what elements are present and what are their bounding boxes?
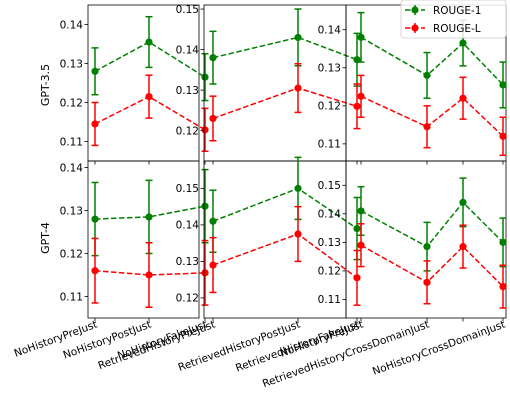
y-tick-label: 0.15 <box>176 4 199 16</box>
y-tick-label: 0.12 <box>176 293 199 305</box>
panel-frame <box>87 4 200 162</box>
data-point-rouge-1 <box>294 184 302 192</box>
data-point-rouge-1 <box>499 238 507 246</box>
row-label-gpt4: GPT-4 <box>39 222 52 254</box>
y-tick-label: 0.13 <box>318 63 341 75</box>
panel-4: 0.15 0.14 0.13 0.12 <box>176 156 361 322</box>
data-point-rouge-l <box>423 278 431 286</box>
panel-2: 0.14 0.13 0.12 0.11 <box>318 4 507 165</box>
data-point-rouge-l <box>91 120 99 128</box>
data-point-rouge-l <box>459 94 467 102</box>
data-point-rouge-1 <box>459 39 467 47</box>
data-point-rouge-1 <box>145 38 153 46</box>
data-point-rouge-l <box>423 123 431 131</box>
y-tick-label: 0.13 <box>176 256 199 268</box>
y-tick-label: 0.13 <box>60 205 83 217</box>
legend-box <box>400 0 507 39</box>
data-point-rouge-1 <box>91 215 99 223</box>
data-point-rouge-l <box>201 269 209 277</box>
y-tick-label: 0.11 <box>318 139 341 151</box>
data-point-rouge-1 <box>357 33 365 41</box>
series-line-rouge-1 <box>94 205 206 220</box>
data-point-rouge-l <box>357 92 365 100</box>
data-point-rouge-l <box>459 243 467 251</box>
legend-label-rouge-l: ROUGE-L <box>433 23 481 35</box>
y-tick-label: 0.13 <box>318 237 341 249</box>
data-point-rouge-1 <box>499 81 507 89</box>
series-line-rouge-l <box>360 95 504 137</box>
data-point-rouge-1 <box>357 207 365 215</box>
data-point-rouge-l <box>209 114 217 123</box>
y-tick-label: 0.12 <box>60 97 83 109</box>
y-tick-label: 0.11 <box>60 291 83 303</box>
legend-marker <box>411 24 419 32</box>
legend-label-rouge-1: ROUGE-1 <box>433 5 482 17</box>
series-line-rouge-1 <box>360 201 504 248</box>
series-line-rouge-l <box>360 244 504 288</box>
data-point-rouge-1 <box>145 213 153 221</box>
y-tick-label: 0.15 <box>176 183 199 195</box>
data-point-rouge-1 <box>459 198 467 206</box>
x-tick-labels: NoHistoryPreJustNoHistoryPostJustNoHisto… <box>13 319 507 391</box>
y-tick-label: 0.14 <box>176 44 200 56</box>
y-tick-label: 0.14 <box>176 220 200 232</box>
data-point-rouge-l <box>145 271 153 279</box>
data-point-rouge-1 <box>353 224 361 233</box>
y-tick-label: 0.14 <box>318 209 342 221</box>
y-tick-label: 0.13 <box>60 58 83 70</box>
data-point-rouge-l <box>209 261 217 269</box>
data-point-rouge-1 <box>91 67 99 75</box>
panel-0: 0.14 0.13 0.12 0.11 <box>60 4 209 165</box>
series-line-rouge-l <box>94 269 206 276</box>
panel-5: 0.15 0.14 0.13 0.12 0.11 <box>318 160 507 322</box>
data-point-rouge-1 <box>423 71 431 79</box>
y-tick-label: 0.11 <box>318 294 341 306</box>
data-point-rouge-1 <box>201 73 209 81</box>
data-point-rouge-l <box>294 84 302 92</box>
panel-3: 0.14 0.13 0.12 0.11 <box>60 160 209 322</box>
data-point-rouge-1 <box>209 217 217 225</box>
y-tick-label: 0.12 <box>318 266 341 278</box>
data-point-rouge-l <box>145 93 153 101</box>
data-point-rouge-l <box>91 267 99 275</box>
y-tick-label: 0.12 <box>318 101 341 113</box>
panel-frame <box>87 160 200 319</box>
data-point-rouge-l <box>294 230 302 238</box>
y-tick-label: 0.14 <box>60 19 84 31</box>
y-tick-label: 0.12 <box>60 248 83 260</box>
data-point-rouge-l <box>499 283 507 291</box>
row-labels: GPT-3.5 GPT-4 <box>39 64 52 254</box>
legend: ROUGE-1 ROUGE-L <box>400 0 507 39</box>
data-point-rouge-1 <box>209 54 217 62</box>
data-point-rouge-l <box>353 274 361 282</box>
legend-marker <box>411 6 419 14</box>
data-point-rouge-l <box>201 126 209 134</box>
data-point-rouge-l <box>499 132 507 140</box>
x-tick-label: NoHistoryCrossDomainJust <box>371 319 507 378</box>
row-label-gpt35: GPT-3.5 <box>39 64 52 106</box>
series-line-rouge-1 <box>360 36 504 86</box>
data-point-rouge-l <box>353 102 361 110</box>
y-tick-label: 0.13 <box>176 85 199 97</box>
data-point-rouge-l <box>357 241 365 249</box>
y-tick-label: 0.15 <box>318 180 341 192</box>
chart-panels: 0.14 0.13 0.12 0.11 0.15 0.14 0.13 0.12 0.14 0.13… <box>60 4 507 322</box>
data-point-rouge-1 <box>423 243 431 251</box>
y-tick-label: 0.14 <box>60 162 84 174</box>
panel-frame <box>345 160 507 319</box>
y-tick-label: 0.12 <box>176 125 199 137</box>
y-tick-label: 0.11 <box>60 136 83 148</box>
y-tick-label: 0.14 <box>318 25 342 37</box>
data-point-rouge-1 <box>294 33 302 42</box>
series-line-rouge-1 <box>212 36 358 61</box>
data-point-rouge-1 <box>201 202 209 210</box>
